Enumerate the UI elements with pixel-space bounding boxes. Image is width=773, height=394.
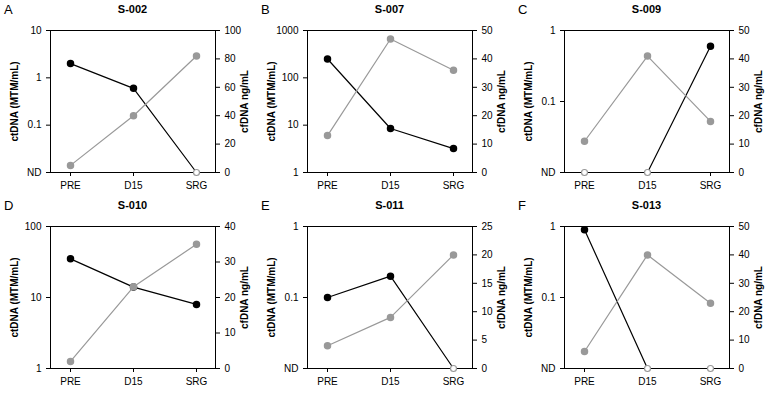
svg-text:SRG: SRG <box>443 180 465 191</box>
svg-text:ctDNA (MTM/mL): ctDNA (MTM/mL) <box>9 257 20 337</box>
svg-text:10: 10 <box>30 292 42 303</box>
svg-text:cfDNA ng/mL: cfDNA ng/mL <box>753 70 764 133</box>
html-text:S-007: S-007 <box>374 3 405 15</box>
svg-text:D15: D15 <box>638 180 657 191</box>
svg-text:10: 10 <box>30 25 42 36</box>
svg-text:0: 0 <box>739 167 745 178</box>
svg-text:40: 40 <box>739 53 751 64</box>
svg-text:ND: ND <box>284 363 298 374</box>
svg-text:PRE: PRE <box>317 376 338 387</box>
html-text:E: E <box>261 198 270 213</box>
svg-text:D15: D15 <box>124 376 143 387</box>
svg-text:ctDNA (MTM/mL): ctDNA (MTM/mL) <box>523 61 534 141</box>
svg-text:ND: ND <box>27 167 41 178</box>
svg-text:D15: D15 <box>381 180 400 191</box>
svg-text:cfDNA ng/mL: cfDNA ng/mL <box>496 266 507 329</box>
svg-text:ND: ND <box>541 167 555 178</box>
svg-text:SRG: SRG <box>700 180 722 191</box>
html-text:B: B <box>261 2 270 17</box>
svg-text:5: 5 <box>482 334 488 345</box>
svg-text:50: 50 <box>482 25 494 36</box>
svg-text:30: 30 <box>482 82 494 93</box>
svg-text:PRE: PRE <box>574 180 595 191</box>
html-text:S-013: S-013 <box>631 199 662 211</box>
svg-text:10: 10 <box>739 138 751 149</box>
svg-text:10: 10 <box>739 334 751 345</box>
svg-text:1: 1 <box>550 25 556 36</box>
svg-text:0: 0 <box>482 167 488 178</box>
svg-text:cfDNA ng/mL: cfDNA ng/mL <box>239 70 250 133</box>
svg-text:D15: D15 <box>638 376 657 387</box>
svg-text:20: 20 <box>482 110 494 121</box>
svg-text:SRG: SRG <box>186 180 208 191</box>
svg-text:20: 20 <box>482 249 494 260</box>
html-text:S-002: S-002 <box>117 3 148 15</box>
svg-text:20: 20 <box>739 110 751 121</box>
svg-text:30: 30 <box>739 278 751 289</box>
svg-text:0.1: 0.1 <box>285 292 299 303</box>
svg-text:10: 10 <box>225 327 237 338</box>
svg-text:1000: 1000 <box>276 25 299 36</box>
svg-text:50: 50 <box>739 25 751 36</box>
svg-text:40: 40 <box>482 53 494 64</box>
svg-text:15: 15 <box>482 278 494 289</box>
svg-text:30: 30 <box>225 256 237 267</box>
svg-text:SRG: SRG <box>700 376 722 387</box>
html-text:F: F <box>518 198 526 213</box>
svg-text:PRE: PRE <box>60 180 81 191</box>
svg-text:10: 10 <box>482 306 494 317</box>
html-text:S-010: S-010 <box>117 199 148 211</box>
svg-text:100: 100 <box>25 221 42 232</box>
svg-text:1: 1 <box>36 72 42 83</box>
svg-text:30: 30 <box>739 82 751 93</box>
svg-text:40: 40 <box>225 221 237 232</box>
svg-text:ctDNA (MTM/mL): ctDNA (MTM/mL) <box>266 257 277 337</box>
svg-text:20: 20 <box>225 138 237 149</box>
svg-text:cfDNA ng/mL: cfDNA ng/mL <box>239 266 250 329</box>
svg-text:1: 1 <box>293 221 299 232</box>
svg-text:10: 10 <box>482 138 494 149</box>
html-text:S-009: S-009 <box>631 3 662 15</box>
svg-text:80: 80 <box>225 53 237 64</box>
svg-text:ND: ND <box>541 363 555 374</box>
svg-text:100: 100 <box>282 72 299 83</box>
svg-text:PRE: PRE <box>317 180 338 191</box>
svg-text:20: 20 <box>739 306 751 317</box>
svg-text:cfDNA ng/mL: cfDNA ng/mL <box>496 70 507 133</box>
svg-text:PRE: PRE <box>574 376 595 387</box>
svg-text:40: 40 <box>225 110 237 121</box>
svg-text:SRG: SRG <box>186 376 208 387</box>
html-text:D: D <box>4 198 14 213</box>
svg-text:25: 25 <box>482 221 494 232</box>
svg-text:40: 40 <box>739 249 751 260</box>
svg-text:ctDNA (MTM/mL): ctDNA (MTM/mL) <box>9 61 20 141</box>
svg-text:60: 60 <box>225 82 237 93</box>
svg-text:0.1: 0.1 <box>542 96 556 107</box>
html-text:A: A <box>4 2 13 17</box>
svg-text:50: 50 <box>739 221 751 232</box>
svg-text:D15: D15 <box>381 376 400 387</box>
svg-text:1: 1 <box>36 363 42 374</box>
svg-text:20: 20 <box>225 292 237 303</box>
svg-text:0: 0 <box>482 363 488 374</box>
svg-text:cfDNA ng/mL: cfDNA ng/mL <box>753 266 764 329</box>
svg-text:0.1: 0.1 <box>542 292 556 303</box>
svg-text:0: 0 <box>225 363 231 374</box>
html-text:S-011: S-011 <box>375 199 404 211</box>
svg-text:0: 0 <box>225 167 231 178</box>
svg-text:D15: D15 <box>124 180 143 191</box>
html-text:C: C <box>518 2 528 17</box>
svg-text:1: 1 <box>550 221 556 232</box>
svg-text:10: 10 <box>287 119 299 130</box>
svg-text:0.1: 0.1 <box>28 119 42 130</box>
svg-text:ctDNA (MTM/mL): ctDNA (MTM/mL) <box>266 61 277 141</box>
svg-text:0: 0 <box>739 363 745 374</box>
svg-text:SRG: SRG <box>443 376 465 387</box>
svg-text:100: 100 <box>225 25 242 36</box>
svg-text:PRE: PRE <box>60 376 81 387</box>
svg-text:1: 1 <box>293 167 299 178</box>
svg-text:ctDNA (MTM/mL): ctDNA (MTM/mL) <box>523 257 534 337</box>
